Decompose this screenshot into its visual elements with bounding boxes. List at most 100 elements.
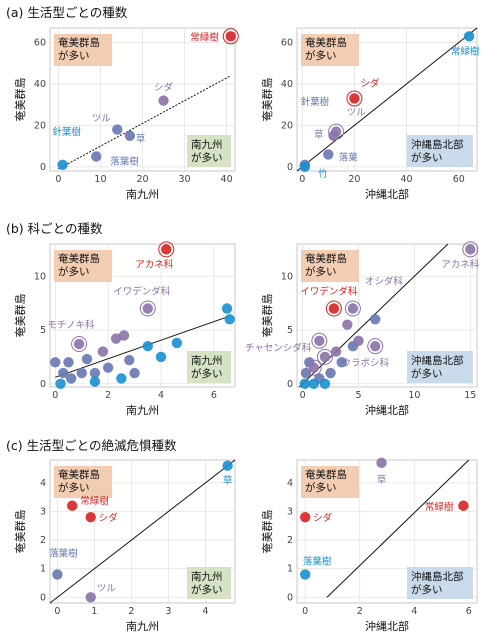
x-tick-label: 0	[54, 606, 60, 617]
box-top-text: 奄美群島	[305, 468, 347, 481]
data-point	[161, 244, 172, 255]
y-tick-label: 5	[287, 325, 293, 336]
data-point	[224, 314, 235, 325]
data-point	[299, 569, 311, 580]
box-top-text: 奄美群島	[58, 468, 100, 481]
data-point	[300, 367, 312, 379]
box-bottom-right	[187, 135, 231, 167]
data-point	[85, 592, 96, 603]
data-point	[376, 457, 387, 469]
point-label: ツル	[92, 114, 112, 125]
box-top-text: が多い	[58, 265, 90, 278]
data-point	[124, 354, 135, 366]
box-bottom-right	[407, 135, 473, 167]
point-label: 落葉	[339, 151, 359, 163]
data-point	[124, 130, 136, 141]
data-point	[328, 130, 339, 141]
x-axis-label: 南九州	[126, 620, 159, 633]
data-point	[221, 303, 233, 314]
point-ring	[305, 359, 322, 376]
chart-a-right: 0 20 40 600204060沖縄北部奄美群島奄美群島が多い沖縄島北部が多い常緑樹…	[260, 27, 480, 201]
point-label: 常緑樹	[190, 31, 219, 43]
data-point	[85, 512, 96, 523]
x-tick-label: 5	[355, 390, 361, 401]
data-point	[81, 353, 93, 365]
point-ring	[316, 348, 333, 365]
data-point	[370, 340, 381, 352]
y-tick-label: 60	[281, 38, 293, 49]
point-label: 草	[314, 129, 324, 141]
data-point	[330, 346, 342, 357]
x-tick-label: 30	[178, 174, 190, 185]
data-point	[458, 500, 469, 511]
point-ring	[346, 90, 363, 107]
y-axis-label: 奄美群島	[13, 294, 27, 338]
x-tick-label: 0	[55, 174, 61, 185]
y-tick-label: 20	[281, 120, 293, 131]
x-tick-label: 2	[128, 606, 134, 617]
box-bottom-text: 南九州	[191, 570, 223, 583]
point-ring	[311, 332, 328, 349]
data-point	[89, 376, 101, 387]
box-bottom-text: 南九州	[191, 138, 223, 151]
x-axis-label: 沖縄北部	[365, 403, 409, 417]
point-label: ツル	[97, 583, 117, 594]
point-label: 針葉樹	[301, 96, 330, 108]
data-point	[63, 357, 74, 368]
point-label: イワデンダ科	[300, 286, 358, 298]
point-label: 落葉樹	[303, 555, 332, 567]
data-point	[89, 367, 101, 379]
data-point	[353, 335, 364, 346]
data-point	[110, 333, 122, 344]
point-label: 常緑樹	[425, 501, 454, 513]
point-label: チャセンシダ科	[245, 342, 312, 354]
point-label: 草	[223, 475, 233, 487]
x-tick-label: 60	[453, 174, 465, 185]
y-axis-label: 奄美群島	[260, 510, 274, 554]
point-label: アカネ科	[135, 258, 174, 270]
x-tick-label: 2	[357, 606, 363, 617]
data-point	[342, 319, 353, 330]
data-point	[319, 378, 331, 389]
point-label: アカネ科	[441, 258, 480, 270]
reference-line	[296, 27, 478, 172]
y-tick-label: 20	[34, 120, 46, 131]
point-ring	[462, 241, 479, 258]
box-top-text: が多い	[305, 481, 337, 494]
data-point	[142, 340, 153, 352]
box-top-text: が多い	[58, 481, 90, 494]
point-ring	[139, 300, 156, 317]
data-point	[155, 351, 167, 363]
y-tick-label: 40	[34, 79, 46, 90]
data-point	[76, 367, 87, 379]
box-bottom-right	[407, 351, 473, 383]
y-tick-label: 4	[287, 478, 293, 489]
x-tick-label: 4	[411, 606, 417, 617]
box-bottom-text: が多い	[411, 367, 443, 380]
box-top-text: が多い	[305, 49, 337, 62]
x-axis-label: 沖縄北部	[365, 619, 409, 633]
chart-b-right: 0 5 10 150510沖縄北部奄美群島奄美群島が多い沖縄島北部が多いアカネ科イワデ…	[245, 241, 480, 417]
y-tick-label: 3	[287, 506, 293, 517]
reference-line	[49, 459, 236, 604]
x-tick-label: 0	[299, 174, 305, 185]
point-ring	[71, 335, 88, 352]
section-a-title: (a) 生活型ごとの種数	[6, 5, 128, 20]
y-tick-label: 0	[287, 379, 293, 390]
data-point	[299, 378, 311, 389]
x-tick-label: 0	[302, 606, 308, 617]
y-tick-label: 0	[40, 379, 46, 390]
point-label: 落葉樹	[110, 155, 139, 167]
data-point	[347, 303, 359, 314]
data-point	[142, 303, 153, 314]
x-tick-label: 0	[52, 390, 58, 401]
box-bottom-text: 沖縄島北部	[411, 354, 464, 367]
data-point	[116, 373, 127, 384]
y-axis-label: 奄美群島	[13, 510, 27, 554]
chart-b-left: 0 2 4 60510南九州奄美群島奄美群島が多い南九州が多いアカネ科イワデンダ科モチ…	[13, 241, 236, 417]
section-b-title: (b) 科ごとの種数	[6, 221, 103, 236]
point-label: シダ	[154, 82, 174, 94]
x-tick-label: 2	[105, 390, 111, 401]
data-point	[336, 357, 347, 368]
y-tick-label: 1	[287, 564, 293, 575]
